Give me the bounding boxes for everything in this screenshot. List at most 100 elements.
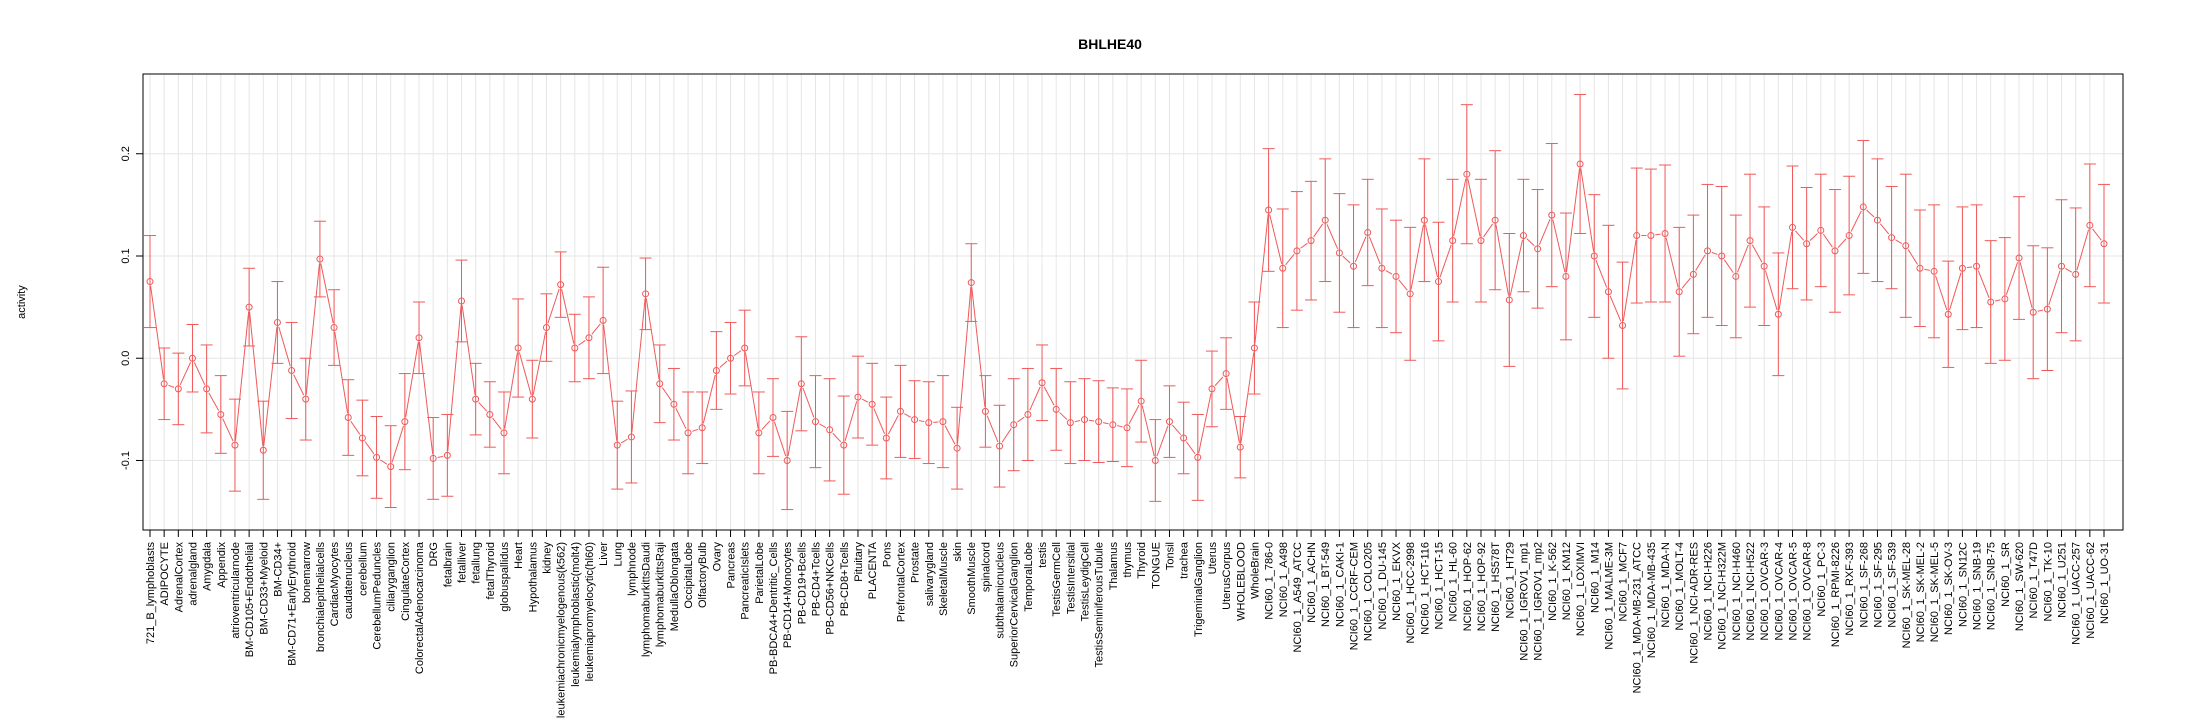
data-point: [387, 463, 395, 471]
series-line-segment: [561, 288, 575, 344]
series-line-segment: [1711, 251, 1718, 255]
data-point: [1576, 160, 1584, 168]
series-line-segment: [1483, 223, 1493, 238]
x-category-label: NCI60_1_SR: [2000, 542, 2012, 607]
x-category-label: NCI60_1_UACC-62: [2085, 542, 2097, 639]
data-point: [1704, 247, 1712, 255]
series-line-segment: [1088, 419, 1095, 422]
data-point: [627, 433, 635, 441]
data-point: [1449, 237, 1457, 245]
x-category-label: Amygdala: [202, 541, 214, 591]
data-point: [1392, 272, 1400, 280]
x-category-label: NCI60_1_NCI-ADR-RES: [1688, 542, 1700, 664]
data-point: [514, 344, 522, 352]
x-category-label: ciliaryganglion: [386, 542, 398, 612]
series-line-segment: [1141, 405, 1155, 457]
data-point: [911, 416, 919, 424]
x-category-label: NCI60_1_UO-31: [2099, 542, 2111, 624]
x-category-label: NCI60_1_MDA-MB-435: [1646, 542, 1658, 658]
series-line-segment: [692, 428, 699, 432]
data-point: [273, 318, 281, 326]
x-category-label: Appendix: [216, 542, 228, 588]
series-line-segment: [620, 438, 628, 444]
x-category-label: NCI60_1_K-562: [1547, 542, 1559, 621]
data-point: [1420, 216, 1428, 224]
x-category-label: PrefrontalCortex: [895, 542, 907, 623]
x-category-label: NCI60_1_MALME-3M: [1603, 542, 1615, 650]
series-line-segment: [2092, 228, 2102, 241]
data-point: [2043, 305, 2051, 313]
data-point: [2015, 254, 2023, 262]
series-line-segment: [1453, 178, 1467, 237]
data-point: [316, 255, 324, 263]
data-point: [882, 434, 890, 442]
data-point: [1902, 242, 1910, 250]
x-category-label: kidney: [541, 542, 553, 574]
series-line-segment: [956, 287, 972, 444]
data-point: [1024, 410, 1032, 418]
data-point: [401, 418, 409, 426]
series-line-segment: [1285, 254, 1295, 266]
series-line-segment: [1622, 239, 1637, 322]
series-line-segment: [461, 305, 476, 395]
data-point: [231, 441, 239, 449]
x-category-label: Liver: [598, 542, 610, 566]
x-category-label: NCI60_1_A549_ATCC: [1292, 542, 1304, 653]
series-line-segment: [1764, 270, 1778, 311]
data-point: [1590, 252, 1598, 260]
x-category-label: Pancreas: [726, 542, 738, 589]
data-point: [854, 393, 862, 401]
series-line-segment: [1822, 233, 1833, 248]
x-category-label: NCI60_1_HCC-2998: [1405, 542, 1417, 644]
x-category-label: skin: [952, 542, 964, 562]
x-category-label: NCI60_1_HCT-15: [1434, 542, 1446, 629]
series-line-segment: [1580, 168, 1595, 252]
series-line-segment: [1198, 393, 1212, 454]
data-point: [826, 426, 834, 434]
data-point: [1519, 232, 1527, 240]
series-line-segment: [532, 331, 547, 395]
series-line-segment: [2019, 262, 2033, 308]
y-tick-label: 0.0: [120, 351, 132, 366]
series-line-segment: [350, 420, 361, 435]
x-category-label: lymphomaburkittsDaudi: [641, 542, 653, 657]
series-line-segment: [918, 420, 925, 423]
series-line-segment: [1059, 412, 1068, 420]
data-point: [1463, 170, 1471, 178]
x-category-label: BM-CD105+Endothelial: [244, 542, 256, 657]
x-category-label: Thyroid: [1136, 542, 1148, 579]
series-line-segment: [1439, 244, 1452, 278]
x-category-label: PB-CD8+Tcells: [839, 542, 851, 617]
data-point: [1958, 264, 1966, 272]
x-category-label: NCI60_1_NCI-H226: [1703, 542, 1715, 640]
data-point: [1859, 203, 1867, 211]
data-point: [2001, 295, 2009, 303]
x-category-label: NCI60_1_T47D: [2028, 542, 2040, 618]
data-point: [1010, 421, 1018, 429]
series-line-segment: [1043, 386, 1055, 406]
series-line-segment: [719, 360, 728, 368]
series-line-segment: [1924, 268, 1930, 271]
x-category-label: ParietalLobe: [754, 542, 766, 604]
x-category-label: CingulateCortex: [400, 542, 412, 621]
data-point: [1123, 424, 1131, 432]
series-line-segment: [1850, 210, 1862, 232]
data-point: [1477, 237, 1485, 245]
data-point: [1378, 264, 1386, 272]
series-line-segment: [773, 421, 787, 457]
data-point: [939, 418, 947, 426]
x-category-label: Thalamus: [1108, 542, 1120, 591]
series-line-segment: [832, 432, 842, 443]
data-point: [1194, 453, 1202, 461]
series-line-segment: [305, 263, 320, 395]
data-point: [1661, 229, 1669, 237]
x-category-label: NCI60_1_MDA-MB-231_ATCC: [1632, 542, 1644, 693]
data-point: [1505, 296, 1513, 304]
data-point: [1675, 288, 1683, 296]
x-category-label: NCI60_1_MCF7: [1618, 542, 1630, 621]
x-category-label: bonemarrow: [301, 542, 313, 603]
x-category-label: leukemiachronicmyelogenous(k562): [556, 542, 568, 718]
x-category-label: NCI60_1_UACC-257: [2071, 542, 2083, 645]
series-line-segment: [819, 423, 827, 428]
series-line-segment: [873, 408, 886, 435]
